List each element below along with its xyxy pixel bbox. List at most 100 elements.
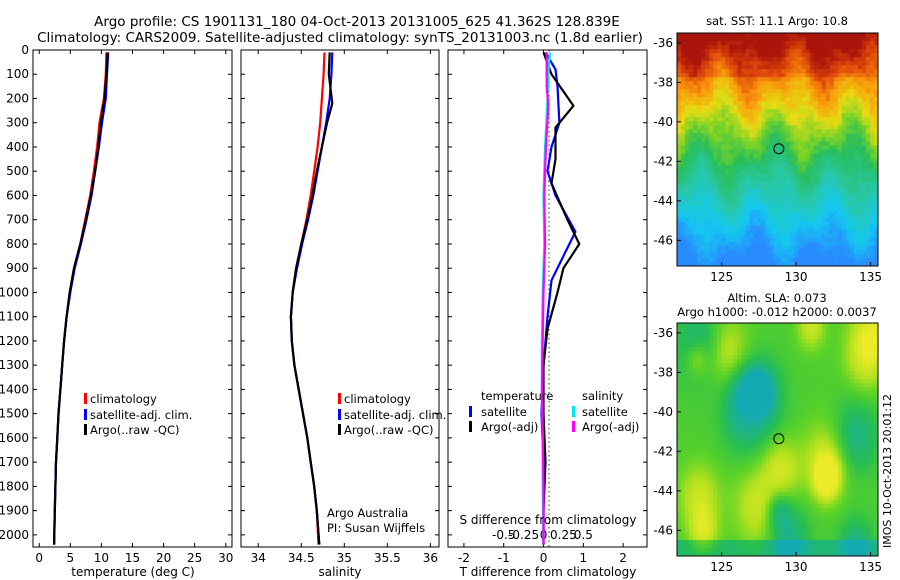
heatmap-cell — [809, 347, 815, 352]
heatmap-cell — [693, 463, 698, 469]
heatmap-cell — [873, 133, 878, 139]
heatmap-cell — [765, 45, 771, 50]
heatmap-cell — [801, 323, 807, 328]
heatmap-cell — [793, 435, 799, 441]
heatmap-cell — [693, 233, 698, 239]
heatmap-cell — [741, 363, 746, 368]
heatmap-cell — [805, 253, 811, 259]
heatmap-cell — [721, 249, 726, 255]
heatmap-cell — [837, 213, 843, 219]
heatmap-cell — [773, 383, 779, 388]
heatmap-cell — [805, 367, 811, 372]
heatmap-cell — [713, 339, 718, 344]
heatmap-cell — [809, 49, 815, 54]
heatmap-cell — [849, 177, 855, 183]
heatmap-cell — [769, 217, 775, 223]
heatmap-cell — [681, 237, 686, 243]
heatmap-cell — [777, 101, 783, 106]
heatmap-cell — [849, 229, 855, 235]
heatmap-cell — [801, 205, 807, 211]
heatmap-cell — [757, 201, 763, 207]
heatmap-cell — [757, 97, 763, 102]
heatmap-cell — [685, 45, 690, 50]
heatmap-cell — [821, 129, 827, 135]
heatmap-cell — [805, 375, 811, 380]
heatmap-cell — [813, 61, 819, 66]
heatmap-cell — [733, 49, 738, 54]
heatmap-cell — [865, 443, 871, 449]
heatmap-cell — [705, 403, 710, 408]
heatmap-cell — [873, 217, 878, 223]
heatmap-cell — [765, 89, 771, 94]
heatmap-cell — [825, 73, 831, 78]
heatmap-cell — [809, 209, 815, 215]
heatmap-cell — [685, 399, 690, 404]
heatmap-cell — [761, 45, 767, 50]
heatmap-cell — [689, 41, 694, 46]
heatmap-cell — [729, 105, 734, 110]
heatmap-cell — [681, 177, 686, 183]
heatmap-cell — [809, 165, 815, 171]
heatmap-cell — [713, 225, 718, 231]
heatmap-cell — [713, 165, 718, 171]
heatmap-cell — [785, 379, 791, 384]
heatmap-cell — [809, 157, 815, 163]
heatmap-cell — [857, 403, 863, 408]
heatmap-cell — [849, 65, 855, 70]
heatmap-cell — [857, 85, 863, 90]
heatmap-cell — [837, 185, 843, 191]
heatmap-cell — [705, 427, 710, 433]
heatmap-cell — [717, 435, 722, 441]
heatmap-cell — [821, 45, 827, 50]
heatmap-cell — [797, 233, 803, 239]
legend-label-climatology: climatology — [90, 392, 157, 406]
heatmap-cell — [721, 113, 726, 118]
heatmap-cell — [749, 355, 754, 360]
heatmap-cell — [693, 169, 698, 175]
heatmap-cell — [809, 383, 815, 388]
heatmap-cell — [853, 335, 859, 340]
heatmap-cell — [793, 387, 799, 392]
heatmap-cell — [825, 189, 831, 195]
heatmap-cell — [697, 395, 702, 400]
heatmap-cell — [689, 451, 694, 457]
heatmap-cell — [865, 419, 871, 425]
heatmap-cell — [685, 89, 690, 94]
heatmap-cell — [781, 257, 787, 263]
heatmap-cell — [701, 237, 706, 243]
heatmap-cell — [857, 419, 863, 425]
heatmap-cell — [825, 153, 831, 159]
heatmap-cell — [697, 141, 702, 147]
heatmap-cell — [821, 403, 827, 408]
heatmap-cell — [793, 65, 799, 70]
heatmap-cell — [721, 359, 726, 364]
heatmap-cell — [785, 193, 791, 199]
legend-swatch-s-argo — [572, 421, 575, 432]
heatmap-cell — [761, 189, 767, 195]
heatmap-cell — [785, 323, 791, 328]
heatmap-cell — [833, 33, 839, 38]
heatmap-cell — [717, 113, 722, 118]
heatmap-cell — [777, 205, 783, 211]
y-tick-label: 900 — [6, 261, 29, 275]
heatmap-cell — [805, 169, 811, 175]
heatmap-cell — [861, 403, 867, 408]
heatmap-cell — [829, 237, 835, 243]
heatmap-cell — [697, 157, 702, 163]
heatmap-cell — [737, 121, 742, 126]
heatmap-cell — [777, 375, 783, 380]
heatmap-cell — [753, 463, 758, 469]
heatmap-cell — [861, 443, 867, 449]
heatmap-cell — [809, 197, 815, 203]
heatmap-cell — [701, 101, 706, 106]
heatmap-cell — [825, 455, 831, 461]
heatmap-cell — [845, 355, 851, 360]
heatmap-cell — [837, 331, 843, 336]
sla-map-panel: Altim. SLA: 0.073 Argo h1000: -0.012 h20… — [653, 291, 882, 574]
heatmap-cell — [861, 391, 867, 396]
heatmap-cell — [781, 427, 787, 433]
heatmap-cell — [801, 77, 807, 82]
heatmap-cell — [765, 411, 771, 416]
heatmap-cell — [765, 331, 771, 336]
heatmap-cell — [789, 205, 795, 211]
